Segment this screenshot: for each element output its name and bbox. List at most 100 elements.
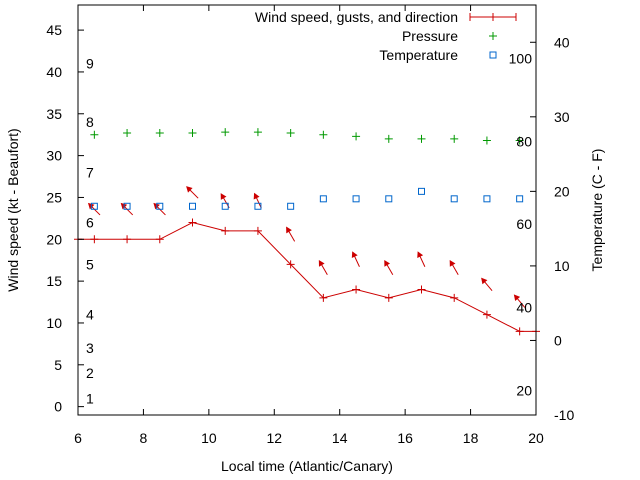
y-left-tick-label: 20: [46, 231, 62, 247]
pressure-point: [450, 134, 459, 143]
y-left-tick-label: 30: [46, 148, 62, 164]
pressure-point: [482, 136, 491, 145]
wind-speed-point: [286, 260, 295, 269]
wind-direction-arrow: [351, 251, 360, 267]
wind-speed-point: [253, 226, 262, 235]
temperature-point: [90, 202, 98, 210]
wind-direction-arrow-head: [417, 251, 424, 259]
wind-speed-point: [188, 218, 197, 227]
y-right-tick-label: 20: [554, 183, 570, 199]
temperature-point: [189, 202, 196, 210]
pressure-point: [384, 134, 393, 143]
beaufort-label: 3: [86, 340, 94, 356]
fahrenheit-label: 60: [516, 216, 532, 232]
pressure-point: [319, 130, 328, 139]
y-left-tick-label: 10: [46, 315, 62, 331]
temperature-point: [450, 195, 458, 203]
temperature-point: [319, 195, 327, 203]
fahrenheit-label: 100: [509, 51, 533, 67]
series-layer: [74, 128, 540, 336]
wind-direction-arrow-head: [318, 260, 325, 267]
pressure-point: [253, 128, 262, 137]
y-right-tick-label: -10: [554, 407, 574, 423]
wind-direction-arrow-head: [286, 226, 292, 234]
wind-direction-arrow: [286, 226, 296, 242]
wind-speed-point: [515, 327, 524, 336]
pressure-point: [515, 136, 524, 145]
wind-direction-arrow: [186, 186, 199, 199]
fahrenheit-label: 40: [516, 300, 532, 316]
x-tick-label: 20: [528, 430, 544, 446]
wind-direction-arrow-head: [384, 260, 391, 267]
wind-direction-arrow: [481, 277, 493, 292]
beaufort-label: 2: [86, 365, 94, 381]
wind-speed-point: [482, 310, 491, 319]
wind-speed-point: [450, 293, 459, 302]
x-tick-label: 16: [397, 430, 413, 446]
temperature-point: [254, 202, 262, 210]
wind-direction-arrow: [513, 294, 526, 308]
wind-direction-arrow: [253, 192, 262, 209]
legend-swatch-square: [489, 51, 497, 59]
legend: Wind speed, gusts, and direction Pressure…: [255, 9, 517, 63]
wind-speed-point: [155, 235, 164, 244]
wind-speed-line: [78, 222, 536, 332]
beaufort-label: 8: [86, 114, 94, 130]
legend-label: Wind speed, gusts, and direction: [255, 9, 458, 25]
wind-direction-arrow-head: [449, 260, 456, 267]
beaufort-label: 4: [86, 307, 94, 323]
wind-direction-arrow: [384, 260, 394, 276]
wind-direction-arrow: [417, 251, 426, 267]
beaufort-label: 9: [86, 56, 94, 72]
x-tick-label: 14: [332, 430, 348, 446]
x-tick-label: 6: [74, 430, 82, 446]
beaufort-label: 6: [86, 215, 94, 231]
wind-direction-arrow-head: [351, 251, 358, 259]
wind-speed-point: [319, 293, 328, 302]
legend-swatch-plus: [489, 32, 497, 40]
wind-speed-point: [384, 293, 393, 302]
temperature-point: [352, 195, 360, 203]
y-left-tick-label: 0: [54, 399, 62, 415]
y-right-tick-label: 30: [554, 109, 570, 125]
legend-label: Temperature: [379, 47, 458, 63]
y-right-tick-label: 10: [554, 258, 570, 274]
temperature-point: [516, 195, 524, 203]
temperature-point: [287, 202, 295, 210]
beaufort-label: 1: [86, 390, 94, 406]
pressure-point: [221, 128, 230, 137]
fahrenheit-label: 20: [516, 382, 532, 398]
wind-direction-arrow-head: [253, 192, 260, 200]
pressure-point: [286, 129, 295, 138]
wind-speed-point: [90, 235, 99, 244]
y-right-tick-label: 40: [554, 34, 570, 50]
plot-frame: [77, 4, 537, 416]
beaufort-label: 5: [86, 256, 94, 272]
x-axis-title: Local time (Atlantic/Canary): [221, 458, 393, 474]
pressure-point: [352, 132, 361, 141]
legend-label: Pressure: [402, 28, 458, 44]
y-left-tick-label: 15: [46, 273, 62, 289]
pressure-point: [188, 129, 197, 138]
x-tick-label: 12: [266, 430, 282, 446]
wind-speed-point: [221, 226, 230, 235]
pressure-point: [417, 134, 426, 143]
wind-speed-point: [417, 285, 426, 294]
y-left-tick-label: 35: [46, 106, 62, 122]
wind-direction-arrow: [449, 260, 459, 276]
pressure-point: [90, 130, 99, 139]
axes: 6 8 10 12 14 16 18 20051015202530354045-1001020…: [5, 4, 605, 474]
temperature-point: [123, 202, 131, 210]
wind-direction-arrow-head: [186, 186, 193, 193]
x-tick-label: 10: [201, 430, 217, 446]
legend-swatch-end-ticks: [469, 13, 517, 21]
wind-speed-point: [352, 285, 361, 294]
wind-direction-arrow: [318, 260, 328, 276]
wind-direction-arrow-head: [481, 277, 488, 285]
temperature-point: [221, 202, 229, 210]
y-left-tick-label: 40: [46, 64, 62, 80]
pressure-point: [123, 129, 132, 138]
temperature-point: [156, 202, 164, 210]
x-tick-label: 8: [140, 430, 148, 446]
